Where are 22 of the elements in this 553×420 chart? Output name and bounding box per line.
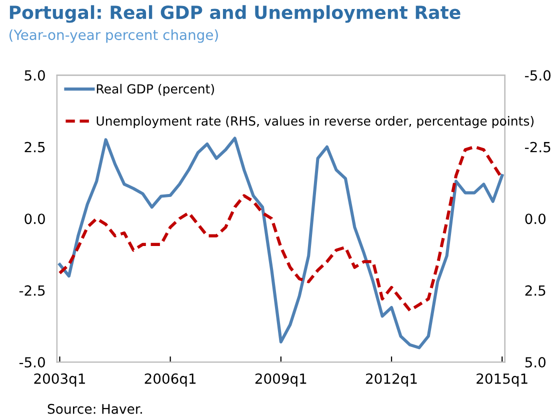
- x-tick-label: 2015q1: [476, 373, 528, 387]
- chart-subtitle: (Year-on-year percent change): [9, 29, 218, 43]
- y2-tick-label: -2.5: [525, 142, 550, 152]
- y-tick-label: -2.5: [19, 285, 45, 296]
- x-tick-label: 2012q1: [366, 373, 417, 387]
- y-tick-label: 0.0: [24, 214, 45, 224]
- y-tick-label: -5.0: [19, 357, 45, 368]
- y-tick-label: 5.0: [24, 70, 45, 81]
- line-series: [58, 136, 504, 350]
- y2-tick-label: 0.0: [525, 214, 546, 224]
- y2-tick-label: 2.5: [525, 285, 546, 296]
- source-note: Source: Haver.: [48, 404, 142, 414]
- y2-tick-label: -5.0: [525, 70, 551, 81]
- x-tick-label: 2006q1: [144, 373, 196, 387]
- legend-label: Real GDP (percent): [96, 84, 214, 96]
- x-tick-label: 2009q1: [255, 373, 306, 387]
- y2-tick-label: 5.0: [525, 357, 546, 368]
- y-tick-label: 2.5: [24, 142, 45, 152]
- chart-title: Portugal: Real GDP and Unemployment Rate: [10, 5, 460, 23]
- x-tick-label: 2003q1: [34, 373, 85, 387]
- line-series: [58, 145, 504, 312]
- legend-label: Unemployment rate (RHS, values in reverse order, percentage points): [96, 116, 534, 128]
